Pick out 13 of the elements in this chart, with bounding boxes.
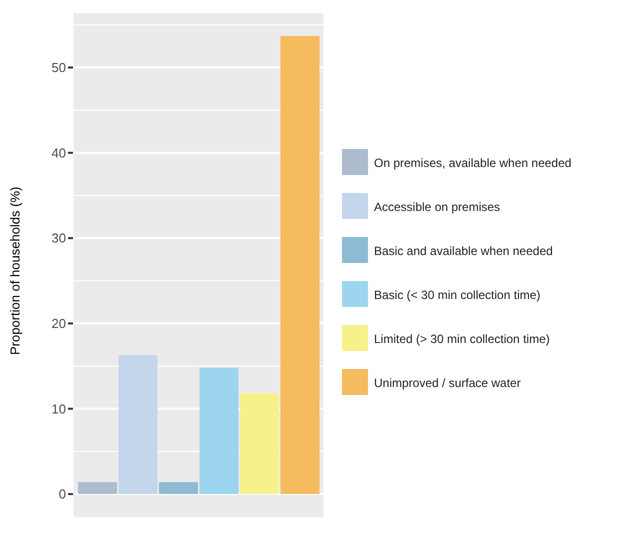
legend-label: On premises, available when needed — [374, 156, 572, 170]
legend-label: Basic (< 30 min collection time) — [374, 288, 540, 302]
legend-label: Limited (> 30 min collection time) — [374, 332, 550, 346]
y-tick-label: 10 — [52, 401, 66, 416]
legend-label: Accessible on premises — [374, 200, 500, 214]
y-tick-label: 0 — [58, 486, 66, 502]
y-tick-label: 50 — [52, 60, 66, 76]
legend-label: Unimproved / surface water — [374, 376, 521, 390]
y-tick-label: 30 — [52, 230, 66, 246]
y-tick-label: 40 — [52, 145, 66, 160]
y-axis-title: Proportion of households (%) — [8, 186, 23, 355]
legend-label: Basic and available when needed — [374, 244, 553, 258]
y-tick-label: 20 — [52, 316, 66, 332]
